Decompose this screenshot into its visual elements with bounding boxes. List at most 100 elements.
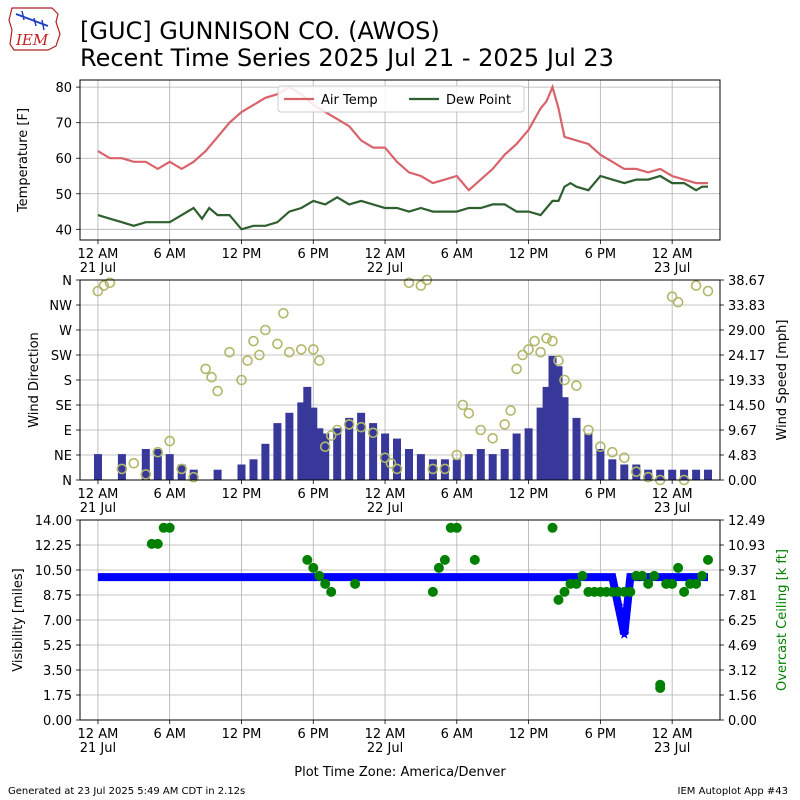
wind-dir-point-21 bbox=[283, 346, 295, 358]
wind-speed-bar-28 bbox=[452, 459, 461, 480]
wind-speed-bar-15 bbox=[309, 407, 318, 480]
wind-speed-bar-20 bbox=[357, 412, 366, 480]
wind-speed-bar-12 bbox=[285, 412, 294, 480]
y-tick-label-visibility-2: 3.50 bbox=[43, 664, 72, 679]
wind-dir-point-19 bbox=[272, 338, 283, 350]
wind-dir-point-18 bbox=[260, 324, 271, 336]
wind-dir-point-7 bbox=[164, 435, 175, 447]
ceiling-point-31 bbox=[637, 570, 648, 581]
ceiling-point-20 bbox=[571, 578, 582, 589]
y2-tick-label-wind-speed-4: 19.33 bbox=[728, 374, 765, 389]
y-tick-label-visibility-4: 7.00 bbox=[43, 614, 72, 629]
y2-tick-label-wind-speed-0: 0.00 bbox=[728, 474, 757, 489]
ceiling-point-14 bbox=[451, 522, 462, 533]
x-tick-label-0-5-0: 6 AM bbox=[441, 247, 474, 262]
x-tick-label-1-8-1: 23 Jul bbox=[654, 501, 690, 516]
wind-dir-point-14 bbox=[236, 374, 247, 386]
y2-tick-label-wind-speed-7: 33.83 bbox=[728, 299, 765, 314]
y2-tick-label-ceiling-0: 0.00 bbox=[728, 714, 757, 729]
wind-dir-point-5 bbox=[140, 469, 152, 480]
plot-frame-1 bbox=[79, 279, 721, 481]
footer-generated: Generated at 23 Jul 2025 5:49 AM CDT in … bbox=[8, 786, 246, 797]
y-tick-label-temp-0: 40 bbox=[55, 223, 72, 238]
wind-dir-point-66 bbox=[690, 280, 702, 291]
x-tick-label-1-0-1: 21 Jul bbox=[80, 501, 116, 516]
wind-dir-point-9 bbox=[188, 471, 199, 483]
wind-speed-bar-4 bbox=[165, 454, 174, 480]
y2-tick-label-ceiling-1: 1.56 bbox=[728, 689, 757, 704]
wind-dir-point-64 bbox=[672, 296, 684, 308]
x-tick-label-2-2-0: 12 PM bbox=[222, 727, 262, 742]
ceiling-point-43 bbox=[703, 554, 713, 565]
wind-speed-bar-2 bbox=[141, 449, 150, 480]
y2-tick-label-ceiling-8: 12.49 bbox=[728, 514, 765, 529]
y2-tick-label-wind-speed-1: 4.83 bbox=[728, 449, 757, 464]
series-line-dew-point bbox=[97, 174, 708, 231]
ceiling-point-17 bbox=[553, 594, 564, 605]
ceiling-point-6 bbox=[314, 570, 325, 581]
wind-dir-point-27 bbox=[331, 424, 343, 436]
ceiling-point-5 bbox=[308, 562, 319, 573]
y-axis-label-temperature: Temperature [F] bbox=[16, 108, 31, 213]
y-axis-label-visibility: Visibility [miles] bbox=[11, 568, 26, 671]
wind-dir-point-61 bbox=[642, 471, 654, 483]
wind-speed-bar-46 bbox=[644, 469, 653, 480]
wind-dir-point-30 bbox=[367, 427, 379, 439]
y-axis-label-wind-direction: Wind Direction bbox=[27, 332, 42, 428]
x-tick-label-0-7-0: 6 PM bbox=[585, 247, 616, 262]
y-tick-label-temp-3: 70 bbox=[55, 117, 72, 132]
y-tick-label-visibility-1: 1.75 bbox=[43, 689, 72, 704]
ceiling-point-39 bbox=[679, 586, 690, 597]
x-tick-label-2-8-0: 12 AM bbox=[652, 727, 693, 742]
wind-speed-bar-29 bbox=[464, 454, 473, 480]
wind-dir-point-53 bbox=[553, 355, 564, 366]
wind-speed-bar-19 bbox=[345, 417, 354, 480]
wind-speed-bar-1 bbox=[117, 454, 126, 480]
y-tick-label-visibility-7: 12.25 bbox=[35, 539, 72, 554]
wind-dir-point-13 bbox=[224, 346, 235, 358]
ceiling-point-37 bbox=[667, 578, 678, 589]
wind-speed-bar-17 bbox=[321, 433, 330, 480]
wind-dir-point-25 bbox=[319, 441, 331, 453]
x-tick-label-2-4-1: 22 Jul bbox=[367, 741, 403, 756]
ceiling-point-10 bbox=[427, 586, 438, 597]
wind-dir-point-2 bbox=[104, 277, 116, 289]
wind-dir-point-17 bbox=[254, 349, 265, 361]
legend-box bbox=[277, 85, 525, 113]
wind-dir-point-15 bbox=[242, 355, 253, 366]
wind-dir-point-50 bbox=[535, 346, 546, 358]
y-tick-label-wind-dir-7: NW bbox=[49, 299, 72, 314]
y2-axis-label-wind-speed: Wind Speed [mph] bbox=[775, 320, 790, 441]
wind-speed-bar-50 bbox=[692, 469, 701, 480]
y-tick-label-wind-dir-3: SE bbox=[56, 399, 72, 414]
x-tick-label-0-4-1: 22 Jul bbox=[367, 261, 403, 276]
ceiling-point-9 bbox=[350, 578, 361, 589]
y2-tick-label-ceiling-6: 9.37 bbox=[728, 564, 757, 579]
ceiling-point-33 bbox=[649, 570, 660, 581]
wind-speed-bar-7 bbox=[213, 469, 222, 480]
wind-dir-point-32 bbox=[385, 457, 397, 469]
wind-dir-point-28 bbox=[343, 419, 355, 430]
x-tick-label-2-7-0: 6 PM bbox=[585, 727, 616, 742]
wind-speed-bar-51 bbox=[704, 469, 712, 480]
x-tick-label-0-6-0: 12 PM bbox=[509, 247, 549, 262]
wind-speed-bar-0 bbox=[94, 454, 102, 480]
wind-dir-point-44 bbox=[499, 419, 511, 430]
x-tick-label-1-6-0: 12 PM bbox=[509, 487, 549, 502]
x-tick-label-2-4-0: 12 AM bbox=[365, 727, 406, 742]
wind-dir-point-38 bbox=[439, 463, 451, 475]
wind-speed-bar-9 bbox=[249, 459, 258, 480]
x-tick-label-1-3-0: 6 PM bbox=[298, 487, 329, 502]
wind-dir-point-0 bbox=[92, 285, 104, 297]
x-tick-label-1-0-0: 12 AM bbox=[78, 487, 119, 502]
ceiling-point-7 bbox=[320, 578, 331, 589]
ceiling-point-35 bbox=[655, 679, 666, 690]
wind-speed-bar-27 bbox=[440, 459, 449, 480]
wind-speed-bar-6 bbox=[189, 469, 198, 480]
wind-dir-point-22 bbox=[295, 344, 307, 355]
y-tick-label-visibility-8: 14.00 bbox=[35, 514, 72, 529]
wind-dir-point-47 bbox=[517, 349, 528, 361]
ceiling-point-41 bbox=[691, 578, 702, 589]
y2-tick-label-wind-speed-6: 29.00 bbox=[728, 324, 765, 339]
